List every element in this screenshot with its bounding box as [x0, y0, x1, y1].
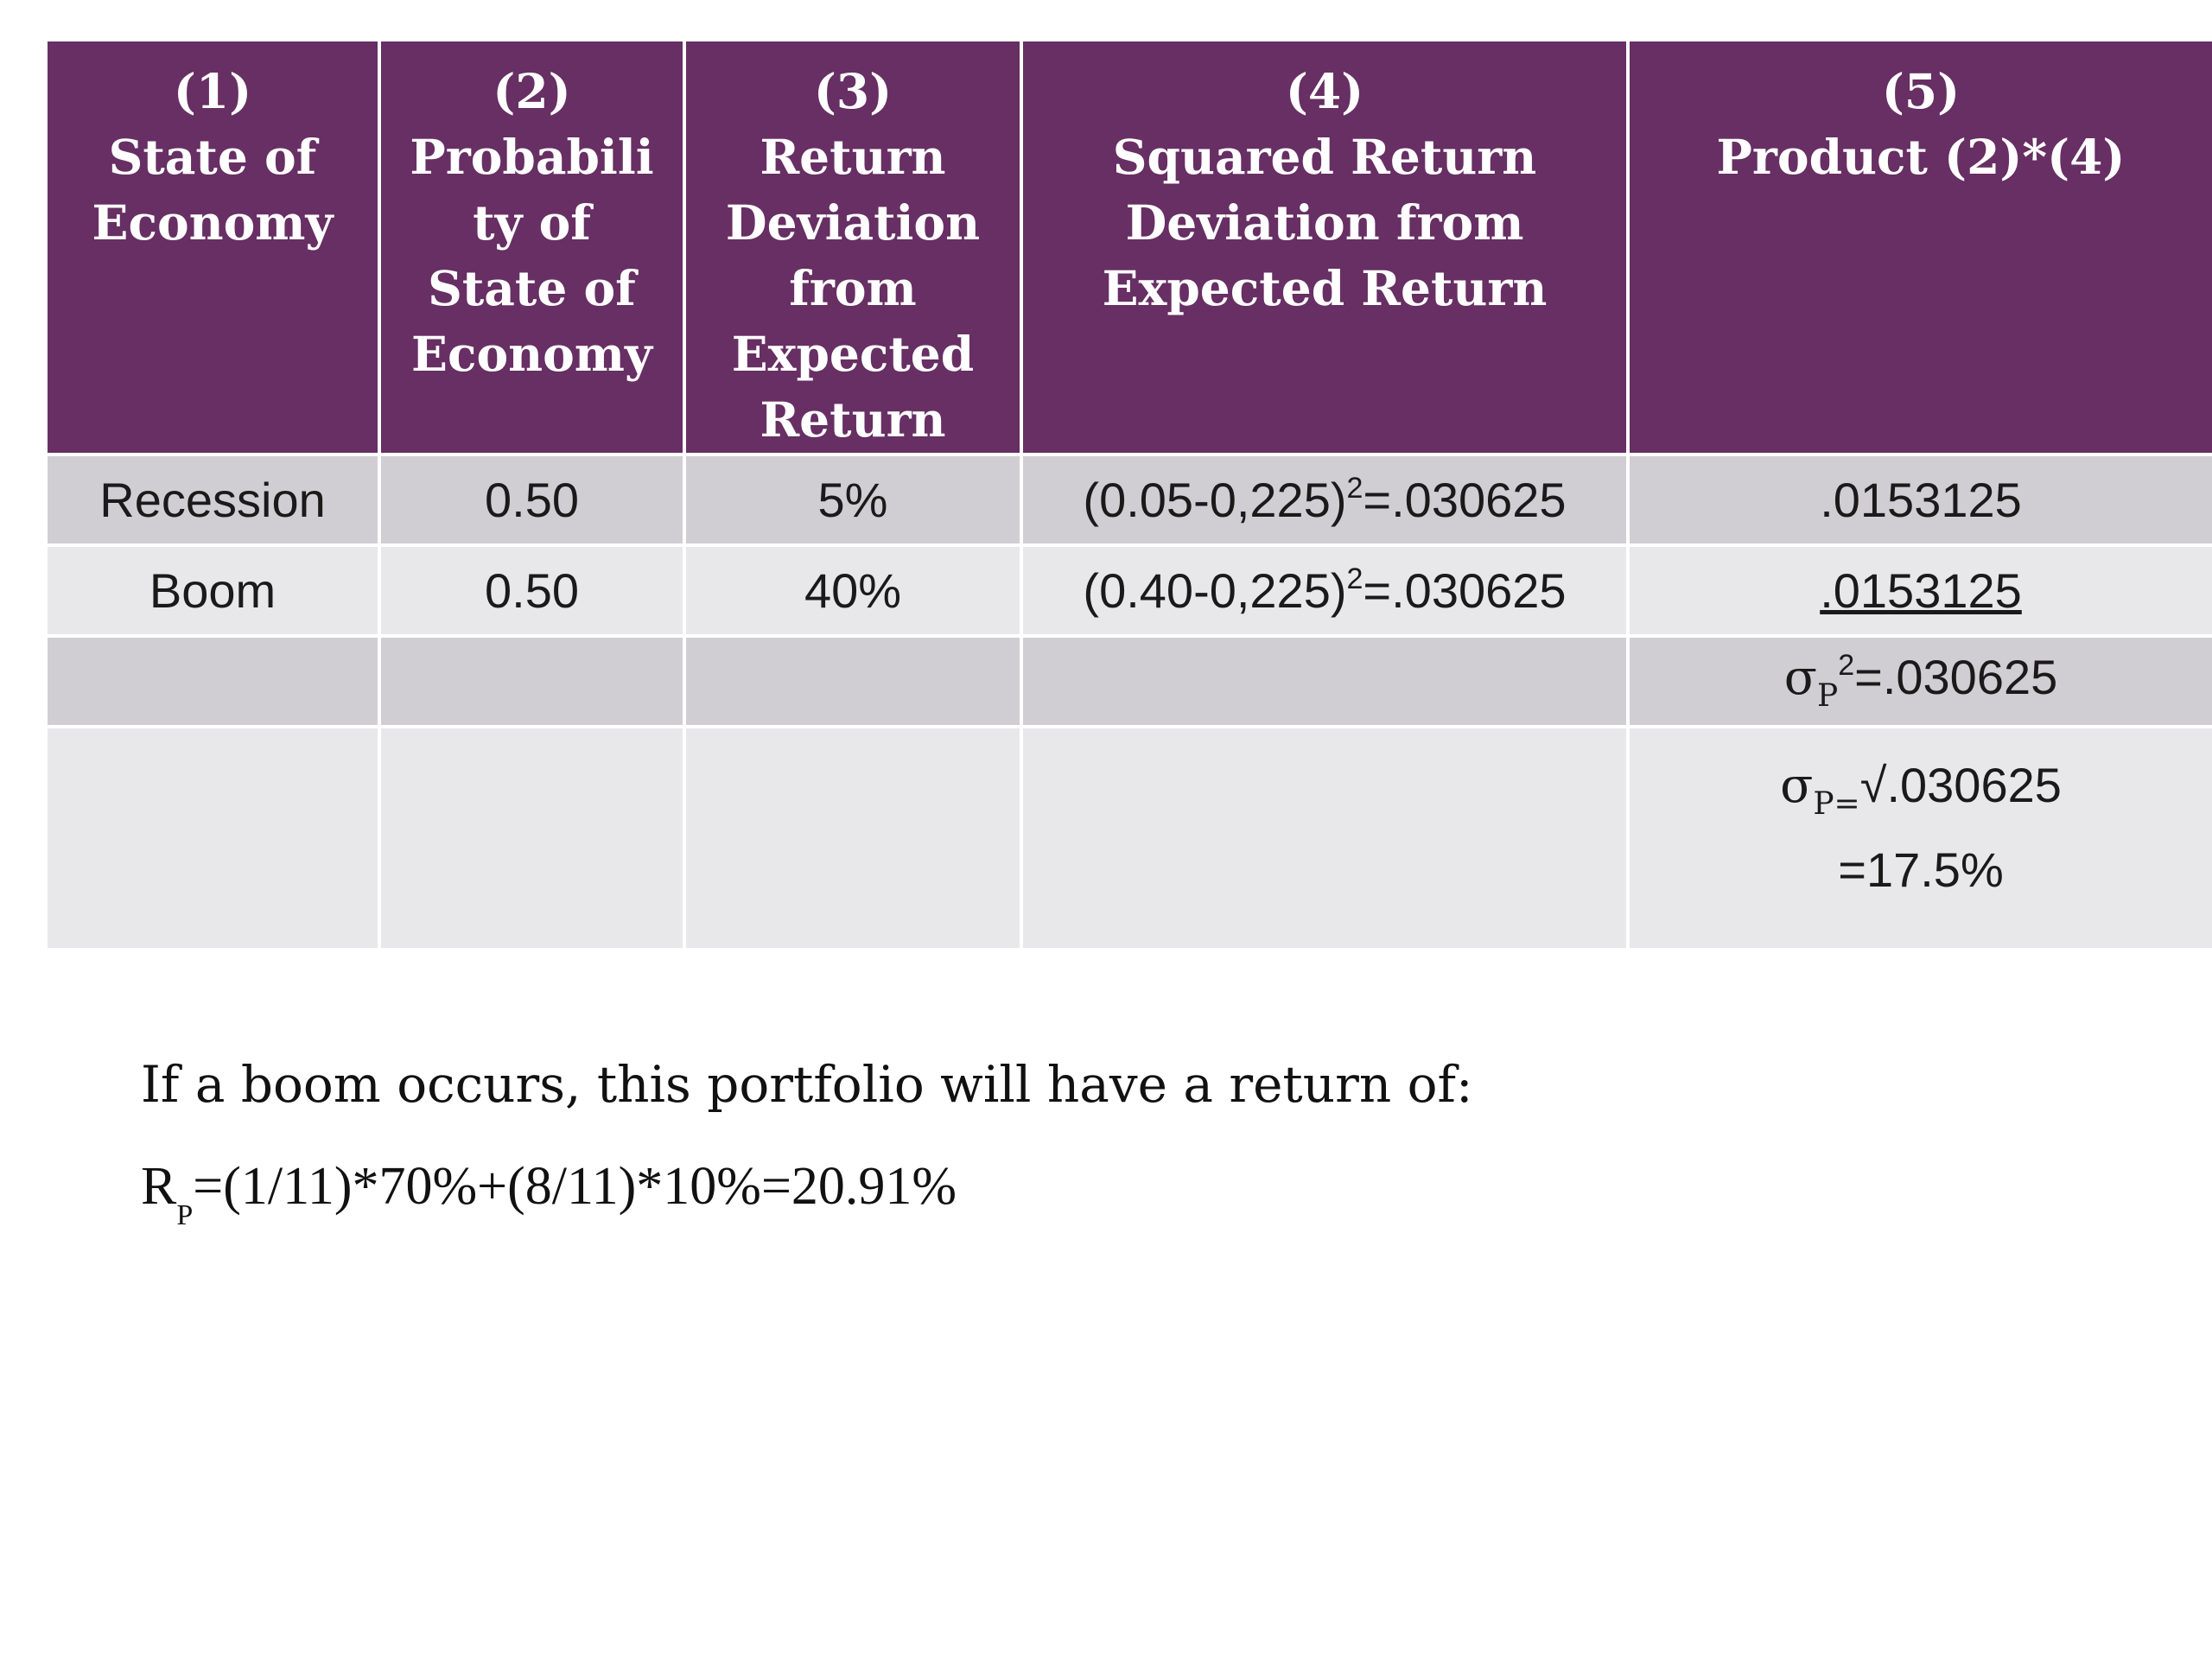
header-probability: (2) Probabili ty of State of Economy — [378, 38, 686, 456]
cell-empty — [44, 725, 381, 951]
cell-variance: σP2=.030625 — [1626, 634, 2212, 728]
boom-return-text: If a boom occurs, this portfolio will ha… — [141, 1055, 1473, 1114]
cell-probability: 0.50 — [378, 453, 686, 547]
variance-table: (1) State of Economy (2) Probabili ty of… — [44, 38, 2212, 951]
table-row-recession: Recession 0.50 5% (0.05-0,225)2=.030625 … — [44, 453, 2212, 547]
header-state-of-economy: (1) State of Economy — [44, 38, 381, 456]
cell-empty — [683, 725, 1023, 951]
cell-empty — [683, 634, 1023, 728]
table-row-stdev: σP=√.030625 =17.5% — [44, 725, 2212, 951]
cell-product: .0153125 — [1626, 543, 2212, 638]
header-product: (5) Product (2)*(4) — [1626, 38, 2212, 456]
cell-squared-deviation: (0.05-0,225)2=.030625 — [1020, 453, 1630, 547]
cell-squared-deviation: (0.40-0,225)2=.030625 — [1020, 543, 1630, 638]
cell-empty — [1020, 725, 1630, 951]
cell-state: Recession — [44, 453, 381, 547]
cell-empty — [378, 725, 686, 951]
cell-product: .0153125 — [1626, 453, 2212, 547]
table-row-variance: σP2=.030625 — [44, 634, 2212, 728]
portfolio-return-formula: RP=(1/11)*70%+(8/11)*10%=20.91% — [141, 1157, 957, 1231]
header-row: (1) State of Economy (2) Probabili ty of… — [44, 38, 2212, 456]
table-row-boom: Boom 0.50 40% (0.40-0,225)2=.030625 .015… — [44, 543, 2212, 638]
header-squared-deviation: (4) Squared Return Deviation from Expect… — [1020, 38, 1630, 456]
cell-empty — [44, 634, 381, 728]
cell-probability: 0.50 — [378, 543, 686, 638]
cell-deviation: 5% — [683, 453, 1023, 547]
notes: If a boom occurs, this portfolio will ha… — [141, 1050, 2042, 1250]
cell-stdev: σP=√.030625 =17.5% — [1626, 725, 2212, 951]
cell-state: Boom — [44, 543, 381, 638]
cell-empty — [378, 634, 686, 728]
cell-empty — [1020, 634, 1630, 728]
header-return-deviation: (3) Return Deviation from Expected Retur… — [683, 38, 1023, 456]
cell-deviation: 40% — [683, 543, 1023, 638]
